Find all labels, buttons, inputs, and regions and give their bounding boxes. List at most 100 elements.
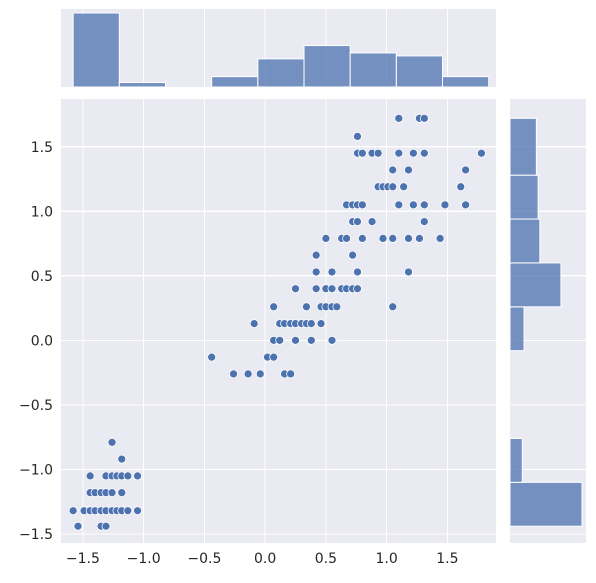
scatter-point bbox=[327, 335, 337, 345]
scatter-point bbox=[394, 148, 404, 158]
scatter-point bbox=[353, 284, 362, 294]
scatter-point bbox=[332, 302, 342, 312]
scatter-point bbox=[388, 234, 398, 243]
scatter-point bbox=[306, 335, 316, 345]
scatter-point bbox=[123, 471, 133, 481]
x-histogram-bar bbox=[118, 82, 166, 88]
scatter-point bbox=[404, 165, 413, 175]
x-histogram-bar bbox=[72, 12, 120, 88]
scatter-point bbox=[394, 113, 404, 123]
top-marginal-histogram bbox=[61, 9, 496, 88]
scatter-point bbox=[456, 182, 466, 192]
scatter-point bbox=[353, 267, 362, 277]
x-histogram-bar bbox=[257, 58, 305, 88]
x-tick-label: −1.0 bbox=[127, 551, 161, 567]
scatter-point bbox=[367, 217, 377, 226]
main-scatter-plot: −1.5 −1.0 −0.5 0.0 0.5 1.0 1.5 −1.5 −1.0 −0.5 0.0 0… bbox=[19, 99, 496, 567]
right-marginal-histogram bbox=[509, 99, 586, 543]
scatter-point bbox=[419, 113, 429, 123]
y-histogram-bar bbox=[509, 117, 537, 176]
y-tick-label: 1.0 bbox=[31, 204, 53, 220]
scatter-point bbox=[408, 148, 418, 158]
scatter-point bbox=[342, 234, 351, 243]
scatter-point bbox=[327, 267, 337, 277]
scatter-point bbox=[404, 267, 413, 277]
x-histogram-bar bbox=[303, 45, 351, 88]
x-histogram-bar bbox=[395, 55, 444, 88]
scatter-point bbox=[133, 506, 142, 516]
x-tick-label: 0.5 bbox=[315, 551, 337, 567]
scatter-point bbox=[348, 250, 357, 260]
x-histogram-bar bbox=[211, 76, 259, 88]
scatter-point bbox=[302, 302, 311, 312]
scatter-point bbox=[419, 148, 429, 158]
y-tick-label: 0.5 bbox=[31, 269, 53, 285]
x-histogram-bar bbox=[349, 52, 397, 88]
scatter-point bbox=[229, 369, 238, 379]
scatter-point bbox=[117, 454, 127, 464]
scatter-point bbox=[399, 182, 409, 192]
scatter-point bbox=[291, 335, 300, 345]
scatter-point bbox=[275, 335, 285, 345]
scatter-point bbox=[249, 319, 259, 328]
scatter-point bbox=[388, 165, 398, 175]
scatter-point bbox=[117, 488, 127, 498]
scatter-point bbox=[321, 234, 331, 243]
scatter-point bbox=[243, 369, 253, 379]
x-tick-label: 1.0 bbox=[376, 551, 398, 567]
y-tick-label: 0.0 bbox=[31, 333, 53, 349]
x-tick-label: 0.0 bbox=[254, 551, 276, 567]
scatter-point bbox=[353, 132, 362, 141]
y-tick-label: −0.5 bbox=[19, 398, 53, 414]
scatter-point bbox=[133, 471, 142, 481]
scatter-point bbox=[378, 234, 388, 243]
scatter-point bbox=[68, 506, 78, 516]
y-histogram-bar bbox=[509, 306, 525, 352]
scatter-point bbox=[269, 302, 279, 312]
scatter-point bbox=[311, 250, 321, 260]
y-histogram-bar bbox=[509, 262, 562, 308]
scatter-point bbox=[101, 521, 111, 531]
scatter-point bbox=[435, 234, 445, 243]
scatter-point bbox=[408, 200, 418, 210]
scatter-point bbox=[255, 369, 265, 379]
scatter-point bbox=[85, 471, 95, 481]
x-tick-label: −1.5 bbox=[66, 551, 100, 567]
scatter-point bbox=[311, 267, 321, 277]
scatter-point bbox=[419, 217, 429, 226]
scatter-point bbox=[373, 148, 383, 158]
x-tick-label: −0.5 bbox=[187, 551, 221, 567]
scatter-point bbox=[357, 234, 367, 243]
scatter-point bbox=[415, 234, 424, 243]
y-tick-label: 1.5 bbox=[31, 140, 53, 156]
scatter-point bbox=[123, 506, 133, 516]
y-tick-label: −1.0 bbox=[19, 462, 53, 478]
y-histogram-bar bbox=[509, 481, 583, 527]
scatter-point bbox=[394, 200, 404, 210]
scatter-point bbox=[73, 521, 83, 531]
scatter-point bbox=[477, 148, 486, 158]
scatter-point bbox=[440, 200, 450, 210]
x-tick-label: 1.5 bbox=[436, 551, 458, 567]
scatter-point bbox=[207, 352, 217, 362]
scatter-point bbox=[404, 234, 413, 243]
scatter-point bbox=[291, 284, 300, 294]
scatter-point bbox=[357, 200, 367, 210]
scatter-point bbox=[286, 369, 296, 379]
y-histogram-bar bbox=[509, 437, 523, 483]
scatter-point bbox=[461, 165, 470, 175]
scatter-point bbox=[388, 182, 398, 192]
scatter-point bbox=[316, 319, 326, 328]
scatter-point bbox=[107, 488, 117, 498]
scatter-point bbox=[306, 319, 316, 328]
scatter-point bbox=[107, 437, 117, 447]
scatter-point bbox=[269, 352, 279, 362]
scatter-point bbox=[327, 284, 337, 294]
scatter-point bbox=[461, 200, 470, 210]
scatter-point bbox=[419, 200, 429, 210]
y-tick-label: −1.5 bbox=[19, 527, 53, 543]
scatter-point bbox=[353, 217, 362, 226]
y-histogram-bar bbox=[509, 218, 541, 264]
scatter-point bbox=[357, 148, 367, 158]
